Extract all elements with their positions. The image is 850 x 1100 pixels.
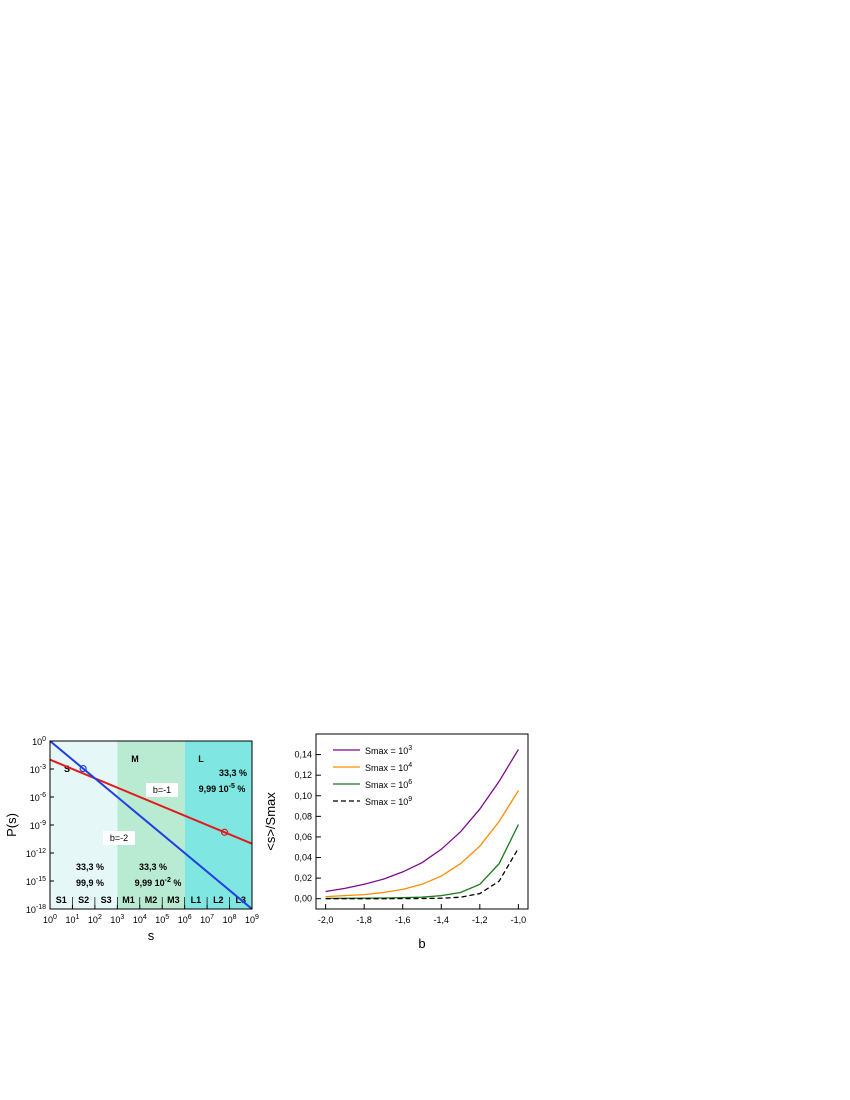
x-tick-label: 109 xyxy=(245,914,259,925)
x-tick-label: 108 xyxy=(223,914,237,925)
y-axis-label-left: P(s) xyxy=(4,813,19,837)
series-line-smax-4 xyxy=(325,790,519,898)
y-tick-label: 10-3 xyxy=(30,764,46,775)
sub-region-S1: S1 xyxy=(56,895,67,905)
y-tick-label: 10-12 xyxy=(26,848,46,859)
x-tick-label: -1,8 xyxy=(356,915,372,925)
y-tick-label: 0,06 xyxy=(294,832,312,842)
x-tick-label: 101 xyxy=(65,914,79,925)
series-line-smax-9 xyxy=(325,847,519,900)
legend-label-smax-3: Smax = 103 xyxy=(365,745,412,756)
legend-label-smax-6: Smax = 106 xyxy=(365,779,412,790)
x-tick-label: 102 xyxy=(88,914,102,925)
series-line-b=-2 xyxy=(49,740,253,910)
y-axis-label-right: <s>/Smax xyxy=(263,792,278,851)
region-pct-blue-M: 9,99 10-2 % xyxy=(135,877,182,888)
sub-region-M3: M3 xyxy=(167,895,180,905)
y-tick-label: 10-9 xyxy=(30,820,46,831)
y-tick-label: 0,08 xyxy=(294,811,312,821)
x-axis-label-left: s xyxy=(148,928,155,943)
y-tick-label: 0,14 xyxy=(294,750,312,760)
series-label-box xyxy=(103,831,135,845)
region-label-L: L xyxy=(198,754,204,764)
x-tick-label: 104 xyxy=(133,914,147,925)
y-tick-label: 0,04 xyxy=(294,853,312,863)
x-tick-label: 103 xyxy=(110,914,124,925)
x-tick-label: 100 xyxy=(43,914,57,925)
sub-region-M2: M2 xyxy=(145,895,158,905)
sub-region-L1: L1 xyxy=(191,895,202,905)
x-tick-label: -2,0 xyxy=(318,915,334,925)
series-label-box xyxy=(146,783,178,797)
y-tick-label: 0,02 xyxy=(294,873,312,883)
x-tick-label: -1,6 xyxy=(395,915,411,925)
region-pct-red-S: 33,3 % xyxy=(76,862,104,872)
plot-frame-right xyxy=(315,733,529,910)
x-tick-label: 105 xyxy=(155,914,169,925)
y-tick-label: 100 xyxy=(32,736,46,747)
y-tick-label: 10-15 xyxy=(26,876,46,887)
x-axis-label-right: b xyxy=(418,936,425,951)
region-pct-blue-S: 99,9 % xyxy=(76,878,104,888)
x-tick-label: 107 xyxy=(200,914,214,925)
y-tick-label: 0,12 xyxy=(294,770,312,780)
y-tick-label: 10-6 xyxy=(30,792,46,803)
x-tick-label: 106 xyxy=(178,914,192,925)
region-label-M: M xyxy=(131,754,139,764)
y-tick-label: 0,10 xyxy=(294,791,312,801)
legend-label-smax-9: Smax = 109 xyxy=(365,796,412,807)
x-tick-label: -1,2 xyxy=(472,915,488,925)
region-pct-blue-L: 9,99 10-5 % xyxy=(199,783,246,794)
sub-region-M1: M1 xyxy=(122,895,135,905)
y-tick-label: 10-18 xyxy=(26,904,46,915)
y-tick-label: 0,00 xyxy=(294,894,312,904)
sub-region-S3: S3 xyxy=(101,895,112,905)
series-label-b=-2: b=-2 xyxy=(110,833,128,843)
series-line-smax-3 xyxy=(325,749,519,893)
sub-region-L2: L2 xyxy=(213,895,224,905)
region-pct-red-M: 33,3 % xyxy=(139,862,167,872)
series-label-b=-1: b=-1 xyxy=(153,785,171,795)
region-label-S: S xyxy=(64,764,70,774)
region-L xyxy=(184,741,252,909)
legend-label-smax-4: Smax = 104 xyxy=(365,762,412,773)
x-tick-label: -1,0 xyxy=(511,915,527,925)
series-marker-b=-1 xyxy=(220,828,229,836)
series-line-b=-1 xyxy=(49,758,253,845)
x-tick-label: -1,4 xyxy=(434,915,450,925)
series-line-smax-6 xyxy=(325,824,519,900)
region-pct-red-L: 33,3 % xyxy=(219,768,247,778)
sub-region-S2: S2 xyxy=(78,895,89,905)
series-marker-b=-2 xyxy=(79,764,87,773)
